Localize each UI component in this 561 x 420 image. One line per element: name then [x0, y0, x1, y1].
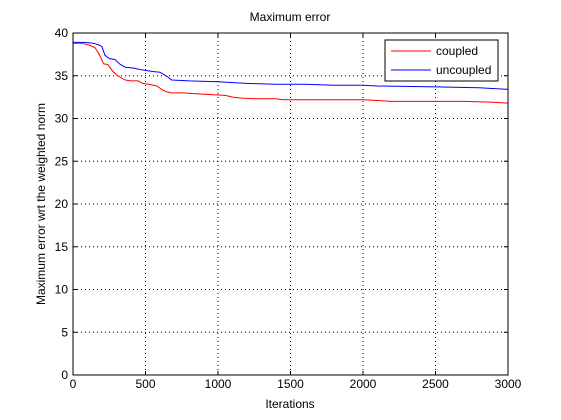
chart-title: Maximum error	[250, 10, 331, 24]
ticks	[72, 32, 509, 376]
series-line-coupled	[73, 42, 509, 104]
y-tick-label: 5	[61, 325, 68, 339]
legend-box	[384, 39, 499, 82]
y-tick-label: 30	[55, 112, 69, 126]
y-axis-label: Maximum error wrt the weighted norm	[34, 103, 48, 305]
y-tick-label: 0	[61, 368, 68, 382]
x-axis-label: Iterations	[265, 397, 314, 411]
y-tick-label: 15	[55, 240, 69, 254]
x-tick-label: 2500	[422, 377, 449, 391]
x-tick-label: 1000	[205, 377, 232, 391]
y-tick-label: 10	[55, 283, 69, 297]
x-tick-label: 500	[135, 377, 155, 391]
legend-label-coupled: coupled	[436, 44, 478, 58]
y-tick-label: 25	[55, 154, 69, 168]
x-tick-label: 2000	[350, 377, 377, 391]
x-tick-label: 0	[70, 377, 77, 391]
grid	[73, 33, 508, 375]
tick-labels: 0 500 1000 1500 2000 2500 3000 0 5 10 15 20 25 30 35 40	[55, 26, 522, 391]
legend: coupled uncoupled	[384, 39, 499, 82]
y-tick-label: 20	[55, 197, 69, 211]
x-tick-label: 3000	[495, 377, 522, 391]
series-lines	[73, 41, 509, 104]
y-tick-label: 35	[55, 69, 69, 83]
legend-label-uncoupled: uncoupled	[436, 63, 491, 77]
series-line-uncoupled	[73, 41, 509, 90]
x-tick-label: 1500	[277, 377, 304, 391]
y-tick-label: 40	[55, 26, 69, 40]
